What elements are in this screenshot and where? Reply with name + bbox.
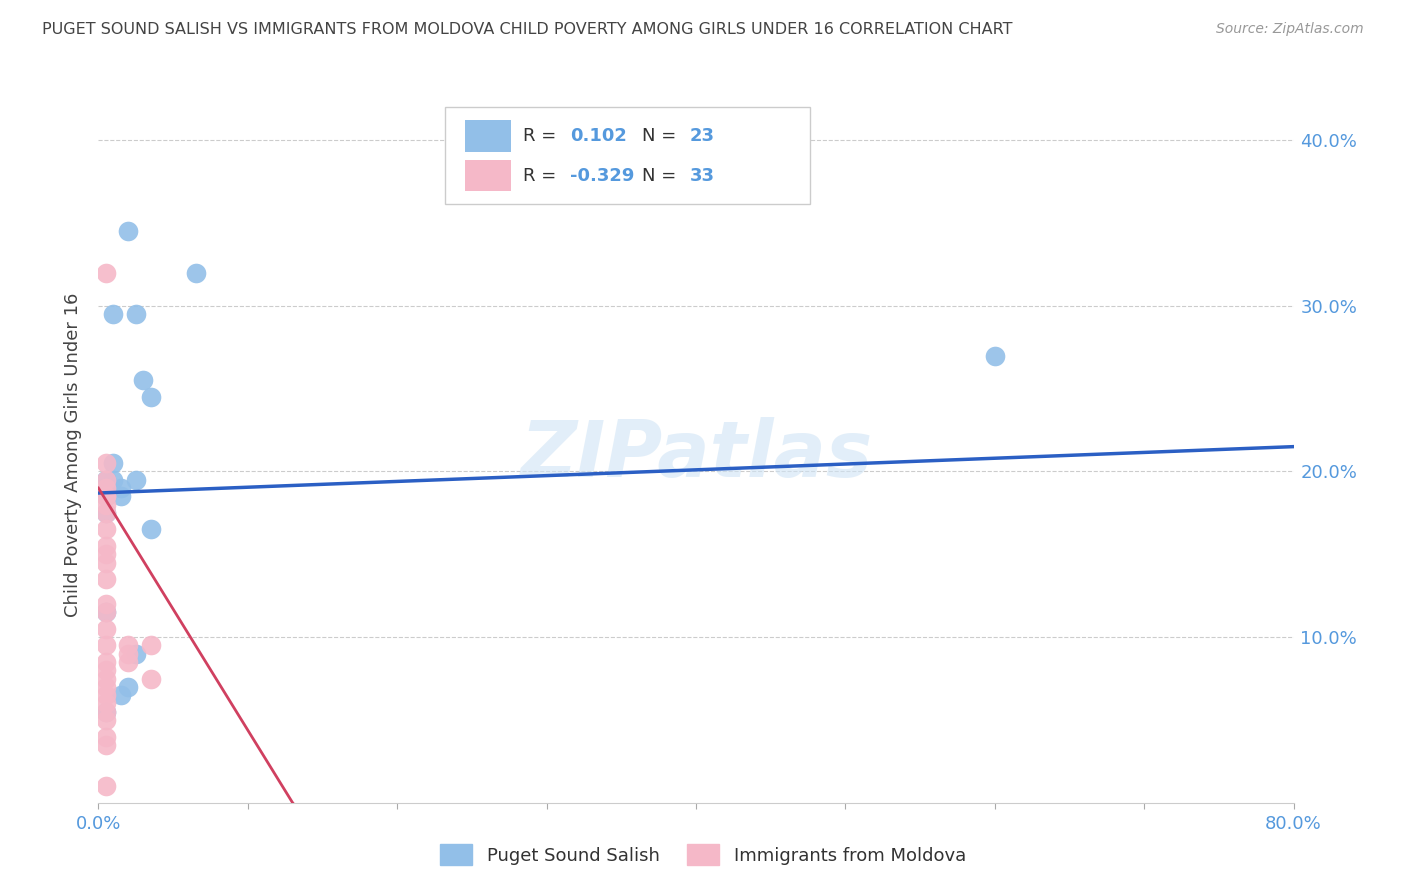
Point	[94, 688, 117, 702]
Point	[94, 605, 117, 619]
Point	[94, 506, 117, 520]
Text: N =: N =	[643, 127, 676, 145]
Y-axis label: Child Poverty Among Girls Under 16: Child Poverty Among Girls Under 16	[65, 293, 83, 617]
Point	[139, 639, 162, 653]
Point	[94, 730, 117, 744]
Point	[94, 705, 117, 719]
FancyBboxPatch shape	[465, 120, 510, 152]
Point	[94, 547, 117, 561]
Legend: Puget Sound Salish, Immigrants from Moldova: Puget Sound Salish, Immigrants from Mold…	[433, 837, 973, 872]
Point	[94, 473, 117, 487]
Point	[184, 266, 207, 280]
Point	[94, 556, 117, 570]
Point	[103, 456, 125, 470]
Point	[132, 373, 155, 387]
Point	[139, 390, 162, 404]
Point	[94, 779, 117, 793]
Text: 33: 33	[690, 167, 716, 185]
Point	[94, 713, 117, 727]
Point	[94, 523, 117, 537]
Point	[117, 639, 139, 653]
Text: -0.329: -0.329	[571, 167, 636, 185]
Point	[117, 680, 139, 694]
Point	[103, 307, 125, 321]
Point	[94, 489, 117, 503]
Point	[139, 672, 162, 686]
Point	[139, 523, 162, 537]
Point	[94, 705, 117, 719]
Point	[94, 473, 117, 487]
Text: N =: N =	[643, 167, 676, 185]
Point	[117, 647, 139, 661]
Point	[94, 572, 117, 586]
Point	[94, 456, 117, 470]
Text: R =: R =	[523, 167, 555, 185]
Point	[110, 481, 132, 495]
Point	[94, 697, 117, 711]
Text: 23: 23	[690, 127, 716, 145]
Text: Source: ZipAtlas.com: Source: ZipAtlas.com	[1216, 22, 1364, 37]
Point	[94, 663, 117, 677]
Point	[117, 224, 139, 238]
Text: 0.102: 0.102	[571, 127, 627, 145]
Point	[94, 489, 117, 503]
Text: ZIPatlas: ZIPatlas	[520, 417, 872, 493]
Point	[94, 639, 117, 653]
FancyBboxPatch shape	[465, 160, 510, 192]
Point	[94, 655, 117, 669]
Point	[94, 680, 117, 694]
Point	[94, 481, 117, 495]
Point	[94, 489, 117, 503]
FancyBboxPatch shape	[444, 107, 810, 204]
Point	[94, 473, 117, 487]
Text: PUGET SOUND SALISH VS IMMIGRANTS FROM MOLDOVA CHILD POVERTY AMONG GIRLS UNDER 16: PUGET SOUND SALISH VS IMMIGRANTS FROM MO…	[42, 22, 1012, 37]
Point	[110, 688, 132, 702]
Point	[94, 266, 117, 280]
Text: R =: R =	[523, 127, 555, 145]
Point	[94, 622, 117, 636]
Point	[984, 349, 1007, 363]
Point	[117, 655, 139, 669]
Point	[94, 738, 117, 752]
Point	[125, 307, 148, 321]
Point	[110, 489, 132, 503]
Point	[94, 489, 117, 503]
Point	[125, 647, 148, 661]
Point	[94, 597, 117, 611]
Point	[94, 605, 117, 619]
Point	[94, 506, 117, 520]
Point	[94, 539, 117, 553]
Point	[94, 672, 117, 686]
Point	[125, 473, 148, 487]
Point	[94, 498, 117, 512]
Point	[103, 473, 125, 487]
